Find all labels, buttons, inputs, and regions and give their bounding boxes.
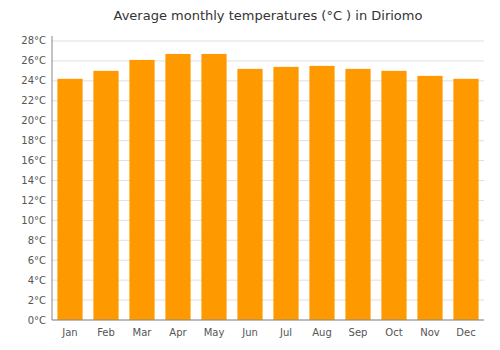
- y-tick-label: 22°C: [21, 95, 46, 106]
- y-tick-label: 12°C: [21, 195, 46, 206]
- x-tick-label: Dec: [456, 327, 475, 338]
- y-tick-label: 26°C: [21, 55, 46, 66]
- bar: [345, 69, 370, 320]
- bar: [237, 69, 262, 320]
- x-tick-label: May: [204, 327, 225, 338]
- y-tick-labels: 0°C 2°C 4°C 6°C 8°C 10°C 12°C 14°C 16°C 18°C 20°C 2…: [21, 35, 46, 325]
- y-axis-line: [52, 36, 53, 320]
- x-tick-labels: Jan Feb Mar Apr May Jun Jul Aug Sep Oct Nov Dec: [61, 327, 475, 338]
- bars: [57, 54, 478, 320]
- x-axis-line: [52, 320, 484, 321]
- y-tick-label: 20°C: [21, 115, 46, 126]
- y-tick-label: 14°C: [21, 175, 46, 186]
- y-tick-label: 18°C: [21, 135, 46, 146]
- x-tick-label: Jun: [241, 327, 258, 338]
- grid-line: [52, 40, 484, 41]
- y-tick-label: 10°C: [21, 215, 46, 226]
- grid-line: [52, 320, 484, 321]
- x-tick-label: Feb: [97, 327, 115, 338]
- bar: [417, 76, 442, 320]
- bar: [129, 60, 154, 320]
- chart-container: Average monthly temperatures (°C ) in Di…: [0, 0, 500, 350]
- grid-line: [52, 60, 484, 61]
- bar: [57, 79, 82, 320]
- bar: [165, 54, 190, 320]
- y-tick-label: 0°C: [28, 315, 46, 326]
- x-tick-label: Jan: [61, 327, 77, 338]
- y-tick-label: 4°C: [28, 275, 46, 286]
- bar: [93, 71, 118, 320]
- bar: [381, 71, 406, 320]
- y-tick-label: 2°C: [28, 295, 46, 306]
- x-tick-label: Jul: [279, 327, 292, 338]
- bar: [273, 67, 298, 320]
- x-tick-label: Sep: [349, 327, 368, 338]
- x-tick-label: Nov: [420, 327, 440, 338]
- title: Average monthly temperatures (°C ) in Di…: [114, 8, 423, 23]
- y-grid: [52, 41, 484, 320]
- x-tick-label: Mar: [133, 327, 153, 338]
- x-tick-label: Oct: [385, 327, 402, 338]
- x-tick-label: Apr: [169, 327, 187, 338]
- bar: [201, 54, 226, 320]
- bar: [453, 79, 478, 320]
- y-tick-label: 28°C: [21, 35, 46, 46]
- y-tick-label: 6°C: [28, 255, 46, 266]
- y-tick-label: 8°C: [28, 235, 46, 246]
- chart: Average monthly temperatures (°C ) in Di…: [0, 0, 500, 350]
- x-tick-label: Aug: [312, 327, 332, 338]
- bar: [309, 66, 334, 320]
- y-tick-label: 24°C: [21, 75, 46, 86]
- y-tick-label: 16°C: [21, 155, 46, 166]
